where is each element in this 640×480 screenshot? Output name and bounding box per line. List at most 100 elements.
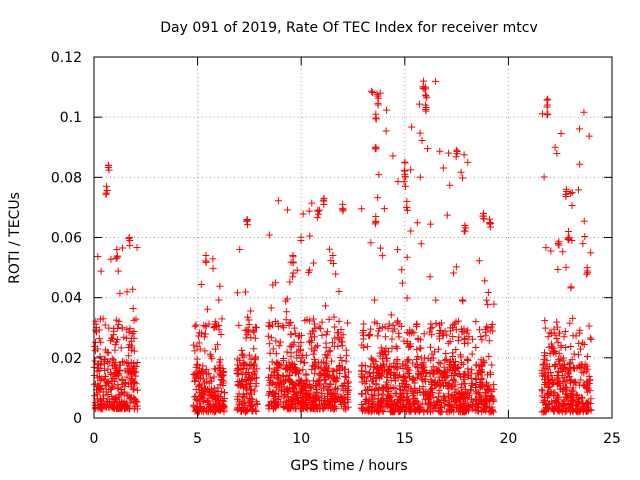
data-point <box>114 405 122 413</box>
data-point <box>197 281 205 289</box>
data-point <box>289 269 297 277</box>
data-point <box>366 383 374 391</box>
data-point <box>557 385 565 393</box>
data-point <box>297 357 305 365</box>
data-point <box>295 333 303 341</box>
data-point <box>316 325 324 333</box>
data-point <box>374 194 382 202</box>
data-point <box>332 270 340 278</box>
data-point <box>416 388 424 396</box>
data-point <box>102 190 110 198</box>
data-point <box>220 402 228 410</box>
data-point <box>383 384 391 392</box>
data-point <box>287 318 295 326</box>
data-point <box>315 210 323 218</box>
data-point <box>292 405 300 413</box>
data-point <box>325 245 333 253</box>
data-point <box>449 376 457 384</box>
data-point <box>96 352 104 360</box>
data-point <box>449 333 457 341</box>
data-point <box>573 401 581 409</box>
data-point <box>289 397 297 405</box>
data-point <box>408 376 416 384</box>
data-point <box>305 207 313 215</box>
data-point <box>310 403 318 411</box>
data-point <box>556 329 564 337</box>
data-point <box>338 382 346 390</box>
data-point <box>288 368 296 376</box>
data-point <box>359 373 367 381</box>
data-point <box>559 248 567 256</box>
data-point <box>438 370 446 378</box>
x-axis-label: GPS time / hours <box>290 458 407 474</box>
data-point <box>473 388 481 396</box>
y-axis-label: ROTI / TECUs <box>7 192 23 284</box>
data-point <box>273 374 281 382</box>
data-point <box>242 369 250 377</box>
data-point <box>574 351 582 359</box>
data-point <box>422 85 430 93</box>
data-point <box>266 323 274 331</box>
data-point <box>384 374 392 382</box>
x-tick-label: 5 <box>193 431 202 447</box>
data-point <box>212 320 220 328</box>
data-point <box>217 331 225 339</box>
data-point <box>116 398 124 406</box>
data-point <box>277 362 285 370</box>
data-point <box>274 197 282 205</box>
data-point <box>265 364 273 372</box>
data-point <box>440 331 448 339</box>
data-point <box>249 327 257 335</box>
data-point <box>555 357 563 365</box>
data-point <box>105 324 113 332</box>
data-point <box>567 189 575 197</box>
data-point <box>406 340 414 348</box>
data-point <box>269 345 277 353</box>
data-point <box>477 333 485 341</box>
data-point <box>472 318 480 326</box>
data-point <box>416 129 424 137</box>
data-point <box>315 363 323 371</box>
data-point <box>196 403 204 411</box>
data-point <box>112 370 120 378</box>
data-point <box>460 335 468 343</box>
data-point <box>203 408 211 416</box>
data-point <box>113 253 121 261</box>
data-point <box>290 338 298 346</box>
data-point <box>407 385 415 393</box>
data-point <box>281 390 289 398</box>
data-point <box>242 385 250 393</box>
data-point <box>383 367 391 375</box>
data-point <box>567 343 575 351</box>
data-point <box>419 359 427 367</box>
data-point <box>344 382 352 390</box>
data-point <box>389 327 397 335</box>
data-point <box>252 407 260 415</box>
data-point <box>335 317 343 325</box>
data-point <box>200 333 208 341</box>
data-point <box>344 319 352 327</box>
data-point <box>333 329 341 337</box>
data-point <box>484 301 492 309</box>
data-point <box>541 401 549 409</box>
data-point <box>297 345 305 353</box>
data-point <box>249 405 257 413</box>
data-point <box>287 331 295 339</box>
data-point <box>367 354 375 362</box>
data-point <box>568 188 576 196</box>
data-point <box>112 255 120 263</box>
data-point <box>553 323 561 331</box>
data-point <box>91 338 99 346</box>
data-point <box>339 206 347 214</box>
data-point <box>410 400 418 408</box>
data-point <box>403 197 411 205</box>
data-point <box>265 401 273 409</box>
data-point <box>289 253 297 261</box>
data-point <box>95 386 103 394</box>
data-point <box>322 331 330 339</box>
data-point <box>280 392 288 400</box>
data-point <box>455 398 463 406</box>
data-point <box>446 327 454 335</box>
data-point <box>361 380 369 388</box>
data-point <box>245 351 253 359</box>
